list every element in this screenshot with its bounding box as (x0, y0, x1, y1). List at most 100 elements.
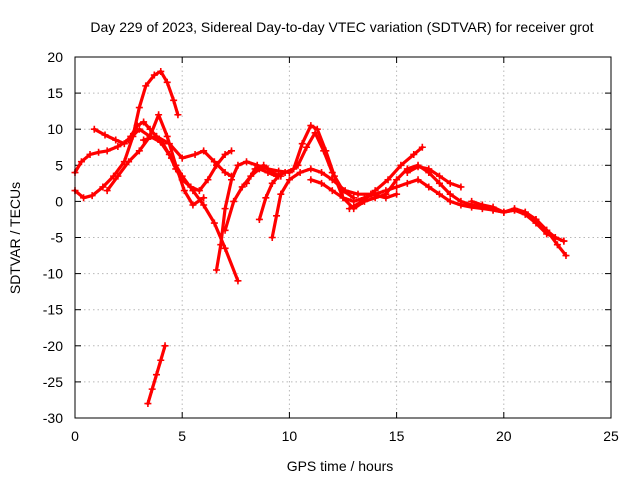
data-point (157, 67, 165, 75)
data-point (435, 190, 443, 198)
data-point (140, 118, 148, 126)
data-point (142, 82, 150, 90)
data-point (382, 187, 390, 195)
data-point (418, 143, 426, 151)
data-point (140, 136, 148, 144)
data-point (328, 176, 336, 184)
data-point (228, 176, 236, 184)
data-point (511, 205, 519, 213)
data-point (322, 147, 330, 155)
data-point (112, 136, 120, 144)
data-point (148, 385, 156, 393)
data-point (562, 252, 570, 260)
data-point (80, 194, 88, 202)
y-tick-label: -20 (43, 338, 63, 354)
y-tick-label: 5 (55, 157, 63, 173)
data-point (262, 194, 270, 202)
y-tick-label: -10 (43, 266, 63, 282)
data-point (221, 169, 229, 177)
data-point (489, 203, 497, 211)
data-point (152, 132, 160, 140)
series-markers-arc-6 (140, 132, 236, 180)
data-point (410, 150, 418, 158)
data-point (172, 161, 180, 169)
data-point (478, 201, 486, 209)
data-point (155, 111, 163, 119)
data-point (354, 190, 362, 198)
data-point (307, 122, 315, 130)
x-tick-label: 15 (389, 428, 405, 444)
data-point (446, 179, 454, 187)
data-point (393, 190, 401, 198)
data-point (221, 226, 229, 234)
data-point (103, 147, 111, 155)
y-tick-label: -30 (43, 410, 63, 426)
data-point (255, 215, 263, 223)
data-point (251, 165, 259, 173)
data-point (144, 400, 152, 408)
series-markers-arc-14 (403, 163, 465, 191)
grid (75, 57, 611, 418)
data-point (103, 187, 111, 195)
data-point (330, 172, 338, 180)
x-tick-label: 5 (178, 428, 186, 444)
data-point (285, 176, 293, 184)
chart-title: Day 229 of 2023, Sidereal Day-to-day VTE… (90, 19, 593, 35)
data-point (120, 140, 128, 148)
x-tick-label: 10 (282, 428, 298, 444)
data-point (95, 148, 103, 156)
y-tick-label: 10 (47, 121, 63, 137)
data-point (210, 158, 218, 166)
data-point (210, 219, 218, 227)
series-markers-arc-15 (468, 197, 570, 260)
y-tick-label: 20 (47, 49, 63, 65)
data-point (189, 201, 197, 209)
data-point (446, 197, 454, 205)
series-markers-arc-13 (345, 143, 426, 213)
data-point (273, 212, 281, 220)
data-point (243, 179, 251, 187)
data-point (560, 237, 568, 245)
data-point (553, 241, 561, 249)
data-point (425, 183, 433, 191)
data-point (403, 179, 411, 187)
data-point (125, 158, 133, 166)
data-point (88, 192, 96, 200)
series-markers-arc-4 (103, 111, 208, 209)
data-point (543, 226, 551, 234)
data-point (152, 371, 160, 379)
x-tick-label: 0 (71, 428, 79, 444)
series-line-arc-2 (73, 69, 180, 200)
data-point (268, 179, 276, 187)
data-point (243, 158, 251, 166)
data-point (307, 165, 315, 173)
data-point (350, 197, 358, 205)
data-point (180, 187, 188, 195)
data-point (187, 183, 195, 191)
data-point (234, 277, 242, 285)
y-tick-label: -15 (43, 302, 63, 318)
series-line-arc-6 (142, 134, 234, 178)
data-point (281, 169, 289, 177)
data-point (275, 172, 283, 180)
data-point (435, 172, 443, 180)
data-point (204, 176, 212, 184)
data-point (425, 165, 433, 173)
data-series (71, 67, 570, 408)
data-point (393, 176, 401, 184)
data-point (268, 234, 276, 241)
data-point (457, 183, 465, 191)
data-point (457, 201, 465, 209)
series-markers-arc-12 (307, 176, 568, 245)
data-point (313, 125, 321, 133)
data-point (296, 169, 304, 177)
series-markers-arc-5 (144, 342, 169, 408)
data-point (307, 176, 315, 184)
x-tick-label: 20 (496, 428, 512, 444)
data-point (200, 194, 208, 202)
y-tick-label: -5 (51, 230, 64, 246)
data-point (234, 161, 242, 169)
data-point (86, 150, 94, 158)
data-point (318, 169, 326, 177)
series-markers-arc-1 (71, 125, 242, 285)
